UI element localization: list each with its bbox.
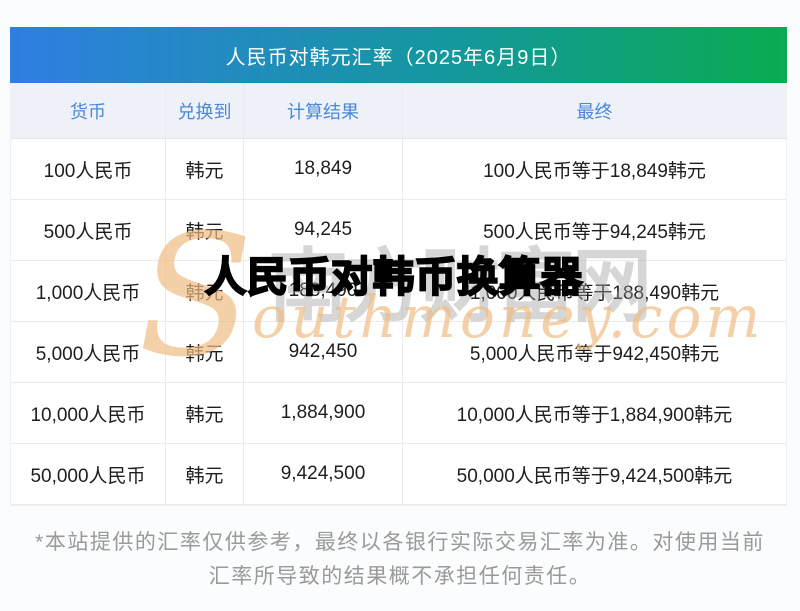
cell-convert-to: 韩元: [166, 322, 244, 382]
cell-final: 100人民币等于18,849韩元: [483, 160, 706, 182]
cell-convert-to: 韩元: [166, 383, 244, 443]
cell-currency: 500人民币: [11, 200, 166, 260]
table-row: 10,000人民币 韩元 1,884,900 10,000人民币等于1,884,…: [11, 383, 786, 444]
table-row: 500人民币 韩元 94,245 500人民币等于94,245韩元: [11, 200, 786, 261]
cell-result: 1,884,900: [244, 383, 403, 443]
header-result: 计算结果: [244, 83, 403, 138]
cell-result: 942,450: [244, 322, 403, 382]
cell-result: 18,849: [244, 139, 403, 199]
cell-result: 188,490: [244, 261, 403, 321]
table-title: 人民币对韩元汇率（2025年6月9日）: [225, 46, 572, 69]
disclaimer: *本站提供的汇率仅供参考，最终以各银行实际交易汇率为准。对使用当前 汇率所导致的…: [0, 526, 800, 594]
table-header-row: 货币 兑换到 计算结果 最终: [11, 83, 786, 139]
cell-final: 500人民币等于94,245韩元: [483, 221, 706, 243]
cell-convert-to: 韩元: [166, 200, 244, 260]
cell-convert-to: 韩元: [166, 444, 244, 504]
cell-convert-to: 韩元: [166, 261, 244, 321]
header-currency: 货币: [11, 83, 166, 138]
disclaimer-line-2: 汇率所导致的结果概不承担任何责任。: [208, 565, 592, 588]
table-row: 1,000人民币 韩元 188,490 1,000人民币等于188,490韩元: [11, 261, 786, 322]
cell-convert-to: 韩元: [166, 139, 244, 199]
header-final: 最终: [576, 101, 613, 122]
table-row: 100人民币 韩元 18,849 100人民币等于18,849韩元: [11, 139, 786, 200]
table-row: 50,000人民币 韩元 9,424,500 50,000人民币等于9,424,…: [11, 444, 786, 505]
cell-result: 9,424,500: [244, 444, 403, 504]
cell-currency: 1,000人民币: [11, 261, 166, 321]
cell-final: 10,000人民币等于1,884,900韩元: [456, 404, 733, 426]
cell-final: 50,000人民币等于9,424,500韩元: [456, 465, 733, 487]
cell-currency: 5,000人民币: [11, 322, 166, 382]
disclaimer-line-1: *本站提供的汇率仅供参考，最终以各银行实际交易汇率为准。对使用当前: [35, 531, 765, 554]
cell-currency: 50,000人民币: [11, 444, 166, 504]
cell-currency: 10,000人民币: [11, 383, 166, 443]
cell-final: 1,000人民币等于188,490韩元: [469, 282, 720, 304]
cell-currency: 100人民币: [11, 139, 166, 199]
table-title-bar: 人民币对韩元汇率（2025年6月9日）: [10, 27, 787, 83]
cell-final: 5,000人民币等于942,450韩元: [469, 343, 720, 365]
cell-result: 94,245: [244, 200, 403, 260]
header-convert-to: 兑换到: [166, 83, 244, 138]
table-row: 5,000人民币 韩元 942,450 5,000人民币等于942,450韩元: [11, 322, 786, 383]
exchange-rate-table: 人民币对韩元汇率（2025年6月9日） 货币 兑换到 计算结果 最终 100人民…: [10, 27, 787, 506]
